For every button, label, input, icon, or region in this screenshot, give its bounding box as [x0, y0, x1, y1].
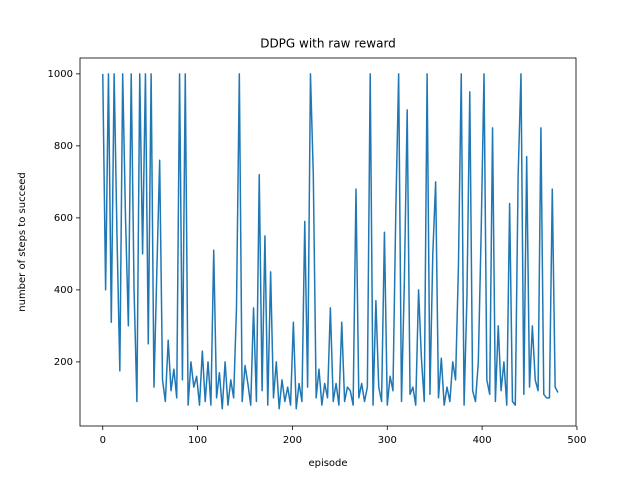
y-tick-label: 200	[54, 357, 73, 368]
plot-frame	[79, 57, 577, 427]
x-tick-label: 500	[567, 435, 586, 446]
data-line	[102, 73, 559, 410]
x-tick-label: 0	[100, 435, 106, 446]
y-tick-label: 800	[54, 141, 73, 152]
y-tick-label: 1000	[48, 69, 73, 80]
x-tick-label: 400	[473, 435, 492, 446]
chart-title: DDPG with raw reward	[260, 37, 396, 51]
y-axis-label: number of steps to succeed	[17, 172, 28, 311]
x-tick-label: 100	[188, 435, 207, 446]
y-tick-label: 600	[54, 213, 73, 224]
x-axis-label: episode	[308, 458, 347, 469]
y-tick-label: 400	[54, 285, 73, 296]
x-tick-label: 300	[378, 435, 397, 446]
x-tick-label: 200	[283, 435, 302, 446]
